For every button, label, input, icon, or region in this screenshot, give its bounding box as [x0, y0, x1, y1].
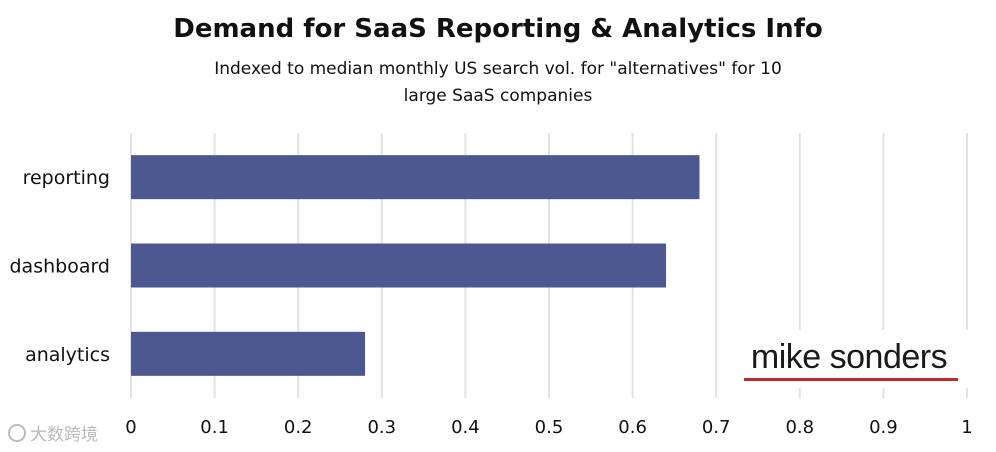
- x-tick-label: 0.6: [618, 417, 647, 438]
- brand-logo-underline: [744, 378, 958, 381]
- x-tick-label: 0.9: [869, 417, 898, 438]
- bar: [131, 243, 667, 288]
- y-category-label: analytics: [25, 344, 110, 366]
- watermark-text: 大数跨境: [30, 425, 98, 445]
- x-tick-label: 1: [961, 417, 972, 438]
- x-tick-label: 0.5: [535, 417, 564, 438]
- x-tick-label: 0: [125, 417, 136, 438]
- x-tick-label: 0.7: [702, 417, 731, 438]
- x-tick-label: 0.8: [785, 417, 814, 438]
- y-category-label: reporting: [23, 167, 110, 189]
- chart-title: Demand for SaaS Reporting & Analytics In…: [173, 14, 823, 44]
- bar: [131, 331, 366, 376]
- x-tick-label: 0.3: [367, 417, 396, 438]
- brand-logo-text: mike sonders: [750, 338, 948, 376]
- watermark-icon: [8, 423, 26, 442]
- bar: [131, 155, 700, 200]
- y-category-label: dashboard: [9, 256, 110, 278]
- x-tick-label: 0.4: [451, 417, 480, 438]
- watermark: 大数跨境: [8, 420, 98, 445]
- chart-subtitle: Indexed to median monthly US search vol.…: [214, 59, 782, 106]
- x-tick-label: 0.1: [200, 417, 229, 438]
- x-tick-label: 0.2: [284, 417, 313, 438]
- brand-logo: mike sonders: [730, 330, 968, 388]
